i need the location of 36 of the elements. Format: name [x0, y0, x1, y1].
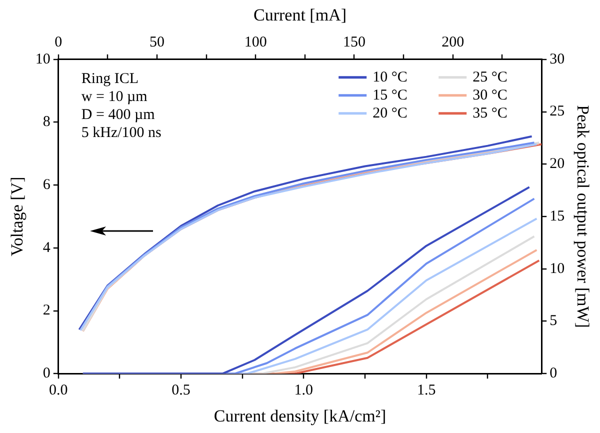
y2-tick-label: 20 [550, 156, 565, 172]
x2-tick-label: 50 [150, 34, 165, 50]
legend-label: 15 °C [372, 87, 408, 104]
legend-label: 10 °C [372, 69, 408, 86]
y-tick-label: 8 [42, 114, 50, 130]
y-tick-label: 2 [42, 302, 50, 319]
x2-axis-title: Current [mA] [253, 6, 347, 25]
y2-tick-label: 25 [550, 104, 565, 120]
x-axis-title: Current density [kA/cm²] [214, 406, 386, 426]
annotation: 5 kHz/100 ns [81, 124, 162, 141]
y-tick-label: 6 [42, 177, 51, 194]
y-tick-label: 0 [42, 366, 50, 382]
y-tick-label: 4 [42, 240, 51, 256]
annotation: D = 400 µm [81, 106, 156, 123]
annotation: w = 10 µm [81, 88, 148, 105]
legend-label: 25 °C [472, 69, 508, 86]
x2-tick-label: 100 [244, 34, 267, 50]
x2-tick-label: 200 [442, 34, 464, 50]
x2-tick-label: 150 [342, 34, 366, 50]
x2-tick-label: 0 [54, 34, 62, 50]
x-tick-label: 1.5 [416, 382, 436, 399]
y2-tick-label: 0 [550, 366, 558, 382]
x-tick-label: 0.5 [172, 382, 190, 399]
y2-tick-label: 10 [550, 260, 565, 277]
y-tick-label: 10 [35, 51, 50, 68]
x-tick-label: 1.0 [294, 382, 314, 399]
legend-label: 20 °C [372, 105, 408, 122]
legend-label: 30 °C [472, 87, 508, 104]
legend-label: 35 °C [472, 105, 508, 122]
annotation: Ring ICL [81, 70, 138, 87]
x-tick-label: 0.0 [49, 382, 68, 399]
y2-tick-label: 30 [550, 51, 565, 68]
y2-tick-label: 5 [550, 313, 558, 330]
y2-tick-label: 15 [550, 208, 565, 224]
y-axis-title: Voltage [V] [8, 176, 27, 256]
y2-axis-title: Peak optical output power [mW] [573, 105, 592, 328]
